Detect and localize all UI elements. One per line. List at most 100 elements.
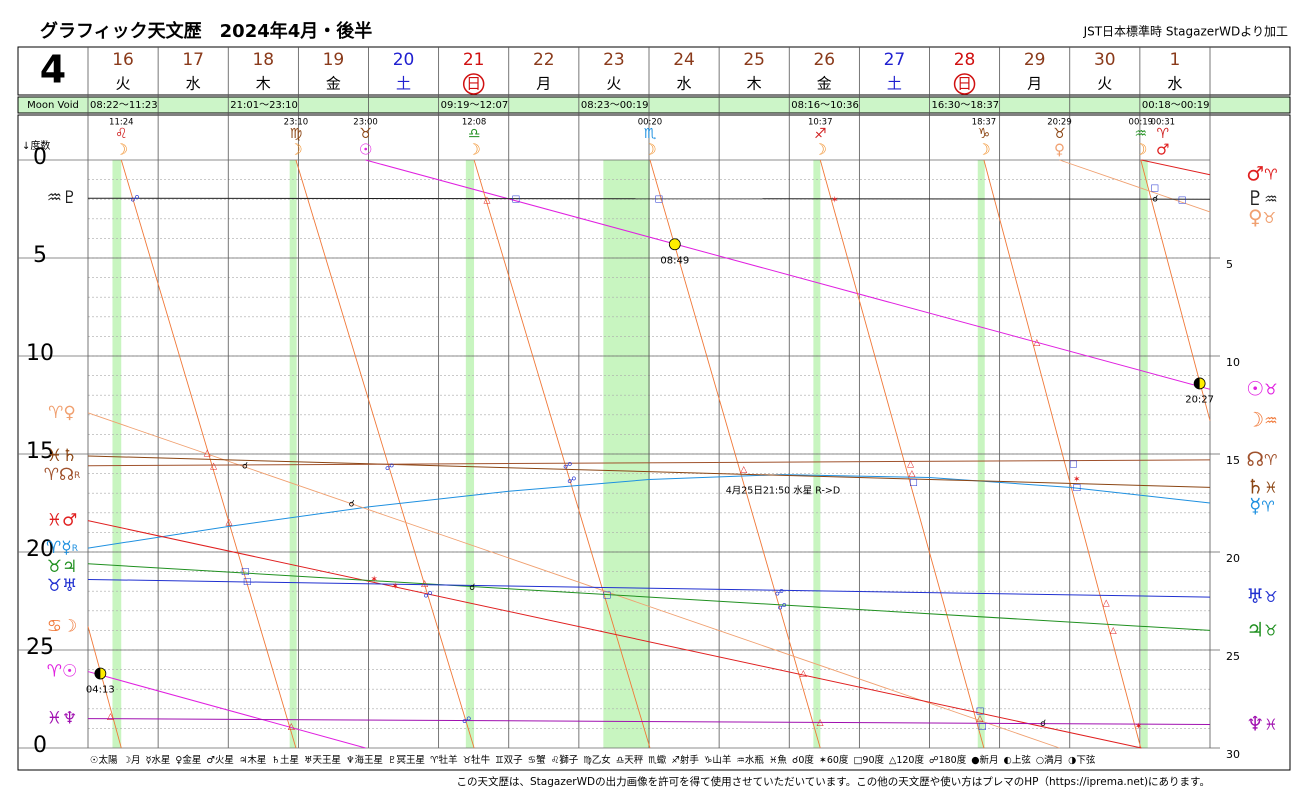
aspect-marker: ✶: [370, 575, 378, 585]
planet-symbol: ♂: [1246, 161, 1264, 185]
aspect-marker: ☍: [130, 195, 139, 205]
aspect-marker: ☌: [1152, 195, 1158, 205]
sign-symbol: ♉: [1263, 209, 1276, 227]
legend-item: ♄土星: [271, 755, 299, 766]
sign-symbol: ♈: [46, 538, 61, 558]
aspect-marker: ☍: [563, 461, 572, 471]
aspect-marker: △: [1110, 626, 1117, 636]
legend-item: ♈牡羊: [430, 755, 458, 766]
legend-item: ♆海王星: [346, 755, 384, 766]
aspect-marker: □: [512, 195, 521, 205]
legend-item: ◐上弦: [1003, 755, 1031, 766]
day-number: 26: [813, 50, 835, 70]
planet-symbol: ♃: [1246, 617, 1264, 641]
annotation: 4月25日21:50 水星 R->D: [726, 485, 840, 497]
aspect-marker: △: [225, 518, 232, 528]
right-planet-label: ☿♈: [1249, 493, 1275, 517]
day-number: 18: [252, 50, 274, 70]
aspect-marker: △: [288, 722, 295, 732]
aspect-marker: □: [909, 478, 918, 488]
ingress-sign: ♉: [1053, 126, 1066, 142]
sign-symbol: ♈: [47, 662, 62, 682]
day-number: 1: [1170, 50, 1181, 70]
right-planet-label: ♀♉: [1248, 205, 1276, 229]
ingress-sign: ♈: [1157, 126, 1170, 142]
weekday: 日: [957, 75, 972, 93]
retro-mark: R: [72, 544, 78, 554]
legend-item: ♀金星: [175, 755, 202, 766]
sign-symbol: ♓: [1264, 478, 1277, 496]
aspect-marker: ☌: [469, 583, 475, 593]
weekday: 金: [817, 75, 832, 93]
day-number: 29: [1024, 50, 1046, 70]
y2-tick-label: 20: [1226, 552, 1240, 565]
aspect-marker: △: [817, 718, 824, 728]
left-planet-label: ♒♇: [47, 188, 78, 208]
planet-line: [87, 718, 1211, 725]
retro-mark: R: [74, 470, 80, 480]
phase-time: 20:27: [1185, 394, 1214, 405]
aspect-marker: △: [909, 469, 916, 479]
aspect-marker: △: [907, 459, 914, 469]
aspect-marker: △: [977, 714, 984, 724]
left-planet-label: ♓♂: [47, 511, 78, 531]
aspect-marker: □: [1073, 483, 1082, 493]
left-planet-label: ♋☽: [47, 616, 78, 636]
left-planet-label: ♉♃: [47, 557, 78, 577]
ingress-sign: ♍: [290, 126, 303, 142]
legend-item: □90度: [853, 755, 885, 766]
left-planet-label: ♓♄: [47, 446, 78, 466]
left-planet-label: ♈♀: [48, 403, 76, 423]
ingress-time: 00:31: [1151, 118, 1176, 128]
planet-line: [87, 159, 1211, 749]
y-tick-label: 25: [26, 635, 54, 660]
moon-phase-shade: [1194, 377, 1200, 389]
right-planet-label: ♅♉: [1246, 584, 1277, 608]
planet-line: [87, 197, 1211, 200]
ingress-sign: ♏: [644, 126, 657, 142]
aspect-marker: △: [421, 579, 428, 589]
chart-title: グラフィック天文歴 2024年4月・後半: [40, 20, 372, 42]
sign-symbol: ♉: [47, 576, 62, 596]
legend-item: ♊双子: [495, 755, 523, 766]
planet-symbol: ♀: [1248, 205, 1263, 229]
day-number: 22: [533, 50, 555, 70]
moon-void-text: 21:01〜23:10: [230, 100, 298, 111]
phase-time: 04:13: [86, 685, 115, 696]
weekday: 木: [747, 75, 762, 93]
planet-symbol: ♆: [62, 709, 77, 729]
day-number: 28: [954, 50, 976, 70]
moon-void-text: 16:30〜18:37: [932, 100, 1000, 111]
y-tick-label: 10: [26, 341, 54, 366]
legend-item: ☌0度: [791, 755, 814, 766]
y-tick-label: 15: [26, 439, 54, 464]
moon-phase-shade: [94, 668, 101, 680]
legend-item: ♒水瓶: [736, 755, 764, 766]
moon-void-text: 09:19〜12:07: [441, 100, 509, 111]
weekday: 水: [186, 75, 201, 93]
aspect-marker: □: [241, 567, 250, 577]
sign-symbol: ♈: [44, 465, 59, 485]
aspect-marker: △: [107, 712, 114, 722]
planet-symbol: ☿: [1249, 493, 1261, 517]
sign-symbol: ♓: [1264, 715, 1277, 733]
sign-symbol: ♈: [1261, 497, 1274, 515]
ingress-planet: ☽: [289, 141, 302, 159]
phase-time: 08:49: [660, 255, 689, 266]
weekday: 木: [256, 75, 271, 93]
y-tick-label: 0: [33, 145, 47, 170]
ingress-time: 00:20: [638, 118, 663, 128]
weekday: 土: [396, 75, 411, 93]
legend-item: ♋蟹: [527, 755, 546, 766]
legend-item: ♇冥王星: [388, 755, 426, 766]
planet-symbol: ☽: [1246, 407, 1264, 431]
legend-item: ♓魚: [768, 755, 787, 766]
planet-line: [87, 159, 1211, 749]
aspect-marker: ✶: [1135, 722, 1143, 732]
aspect-marker: ☍: [775, 589, 784, 599]
planet-symbol: ♄: [62, 446, 77, 466]
legend-item: ♍乙女: [583, 755, 611, 766]
ingress-time: 23:00: [353, 118, 378, 128]
moon-void-row: [17, 96, 1291, 114]
